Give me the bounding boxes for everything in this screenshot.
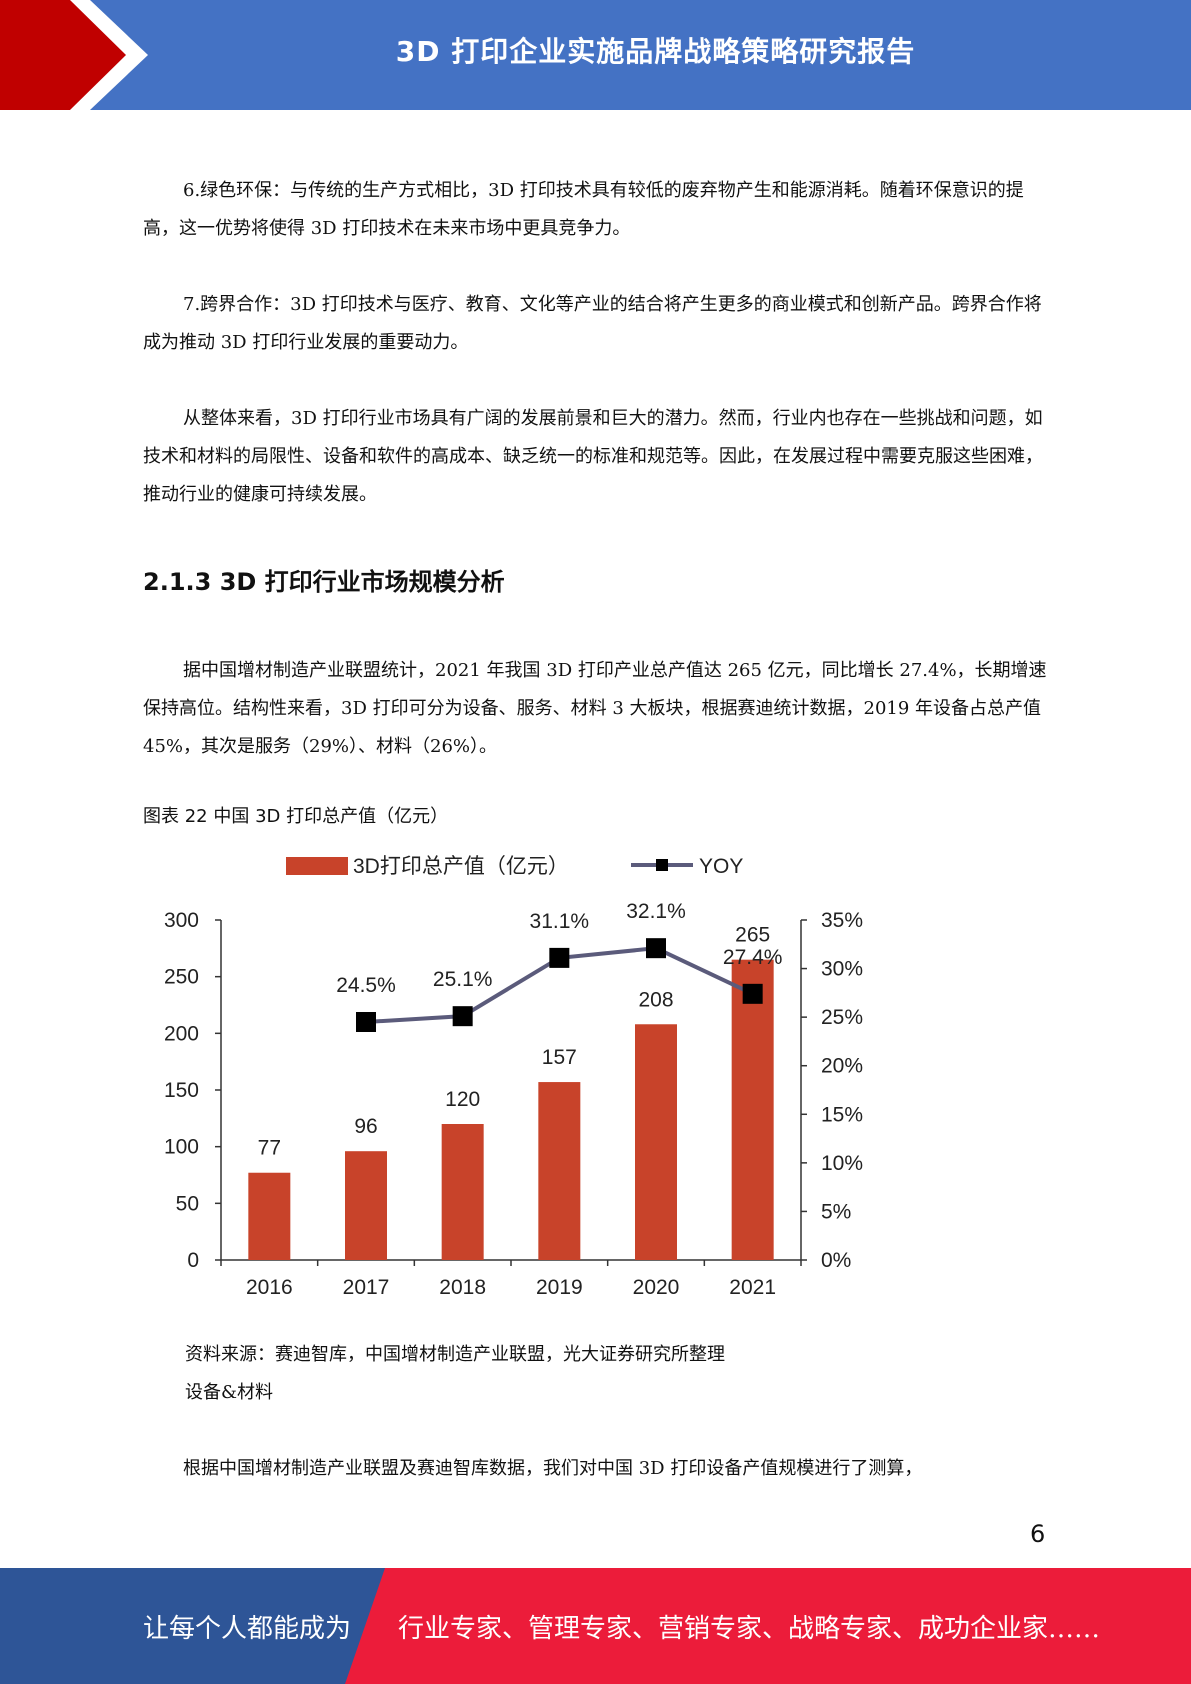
subheading: 设备&材料 (185, 1382, 274, 1403)
legend-line-label: YOY (699, 855, 743, 878)
yoy-marker (646, 938, 666, 959)
page-number: 6 (1030, 1520, 1046, 1548)
section-heading: 2.1.3 3D 打印行业市场规模分析 (143, 568, 505, 596)
yoy-value-label: 27.4% (723, 946, 783, 969)
chart-bars: 77 2016 96 2017 120 2018 157 2019 208 2020 265 2021 (246, 924, 776, 1299)
right-axis-tick-label: 30% (821, 958, 863, 981)
yoy-value-label: 32.1% (626, 900, 686, 923)
legend-bar-label: 3D打印总产值（亿元） (353, 855, 569, 878)
bar (635, 1024, 677, 1260)
right-axis-tick-label: 0% (821, 1249, 851, 1272)
footer-slogan-right: 行业专家、管理专家、营销专家、战略专家、成功企业家…… (398, 1614, 1101, 1644)
bar-value-label: 208 (638, 988, 673, 1011)
page-header: 3D 打印企业实施品牌战略策略研究报告 (0, 0, 1191, 110)
chart-legend: 3D打印总产值（亿元） YOY (286, 855, 743, 878)
footer-background (0, 1568, 1191, 1684)
paragraph-closing: 根据中国增材制造产业联盟及赛迪智库数据，我们对中国 3D 打印设备产值规模进行了… (183, 1458, 923, 1479)
x-axis-tick-label: 2016 (246, 1276, 293, 1299)
legend-line-marker (656, 859, 668, 871)
page-footer: 让每个人都能成为 行业专家、管理专家、营销专家、战略专家、成功企业家…… (0, 1568, 1191, 1684)
left-axis-tick-label: 200 (164, 1022, 199, 1045)
paragraph-market: 据中国增材制造产业联盟统计，2021 年我国 3D 打印产业总产值达 265 亿… (143, 660, 1047, 757)
bar (441, 1124, 484, 1260)
footer-slogan-left: 让每个人都能成为 (143, 1614, 352, 1644)
production-value-chart: 3D打印总产值（亿元） YOY 0 50 100 150 200 250 300 0% 5% 10… (164, 855, 863, 1299)
x-axis-tick-label: 2017 (343, 1276, 390, 1299)
bar (538, 1082, 581, 1260)
x-axis-tick-label: 2018 (439, 1276, 486, 1299)
bar-value-label: 77 (258, 1137, 281, 1160)
header-title: 3D 打印企业实施品牌战略策略研究报告 (395, 35, 916, 68)
left-axis-tick-label: 100 (164, 1136, 199, 1159)
yoy-marker (549, 947, 570, 968)
yoy-value-label: 24.5% (336, 974, 396, 997)
left-axis-tick-label: 250 (164, 966, 199, 989)
right-axis-tick-label: 35% (821, 909, 863, 932)
right-axis-tick-label: 25% (821, 1006, 863, 1029)
bar-value-label: 265 (735, 924, 770, 947)
x-axis-tick-label: 2021 (729, 1276, 776, 1299)
bar (248, 1172, 291, 1260)
x-axis-tick-label: 2019 (536, 1276, 583, 1299)
yoy-value-label: 31.1% (530, 910, 590, 933)
paragraph-green: 6.绿色环保：与传统的生产方式相比，3D 打印技术具有较低的废弃物产生和能源消耗… (143, 180, 1024, 239)
yoy-marker (356, 1012, 376, 1032)
bar (345, 1151, 387, 1260)
left-axis-tick-label: 0 (187, 1249, 199, 1272)
yoy-value-label: 25.1% (433, 968, 493, 991)
bar-value-label: 157 (542, 1046, 577, 1069)
x-axis-tick-label: 2020 (633, 1276, 680, 1299)
bar (731, 959, 774, 1260)
bar-value-label: 120 (445, 1088, 480, 1111)
bar-value-label: 96 (354, 1115, 377, 1138)
chart-yoy-line: 24.5% 25.1% 31.1% 32.1% 27.4% (336, 900, 782, 1032)
yoy-marker (452, 1006, 473, 1027)
source-note: 资料来源：赛迪智库，中国增材制造产业联盟，光大证券研究所整理 (185, 1344, 725, 1365)
right-axis-tick-label: 15% (821, 1103, 863, 1126)
left-axis-tick-label: 50 (176, 1192, 199, 1215)
right-axis-tick-label: 10% (821, 1152, 863, 1175)
paragraph-overview: 从整体来看，3D 打印行业市场具有广阔的发展前景和巨大的潜力。然而，行业内也存在… (143, 408, 1043, 505)
left-axis-tick-label: 150 (164, 1079, 199, 1102)
header-chevron-icon (0, 0, 148, 110)
figure-caption: 图表 22 中国 3D 打印总产值（亿元） (143, 806, 449, 827)
legend-bar-swatch (286, 857, 348, 875)
right-axis-tick-label: 5% (821, 1200, 851, 1223)
right-axis-tick-label: 20% (821, 1055, 863, 1078)
chart-axes: 0 50 100 150 200 250 300 0% 5% 10% 15% 20% 25% 30% 35% (164, 909, 863, 1272)
yoy-marker (742, 983, 763, 1004)
left-axis-tick-label: 300 (164, 909, 199, 932)
paragraph-crossover: 7.跨界合作：3D 打印技术与医疗、教育、文化等产业的结合将产生更多的商业模式和… (143, 294, 1042, 353)
